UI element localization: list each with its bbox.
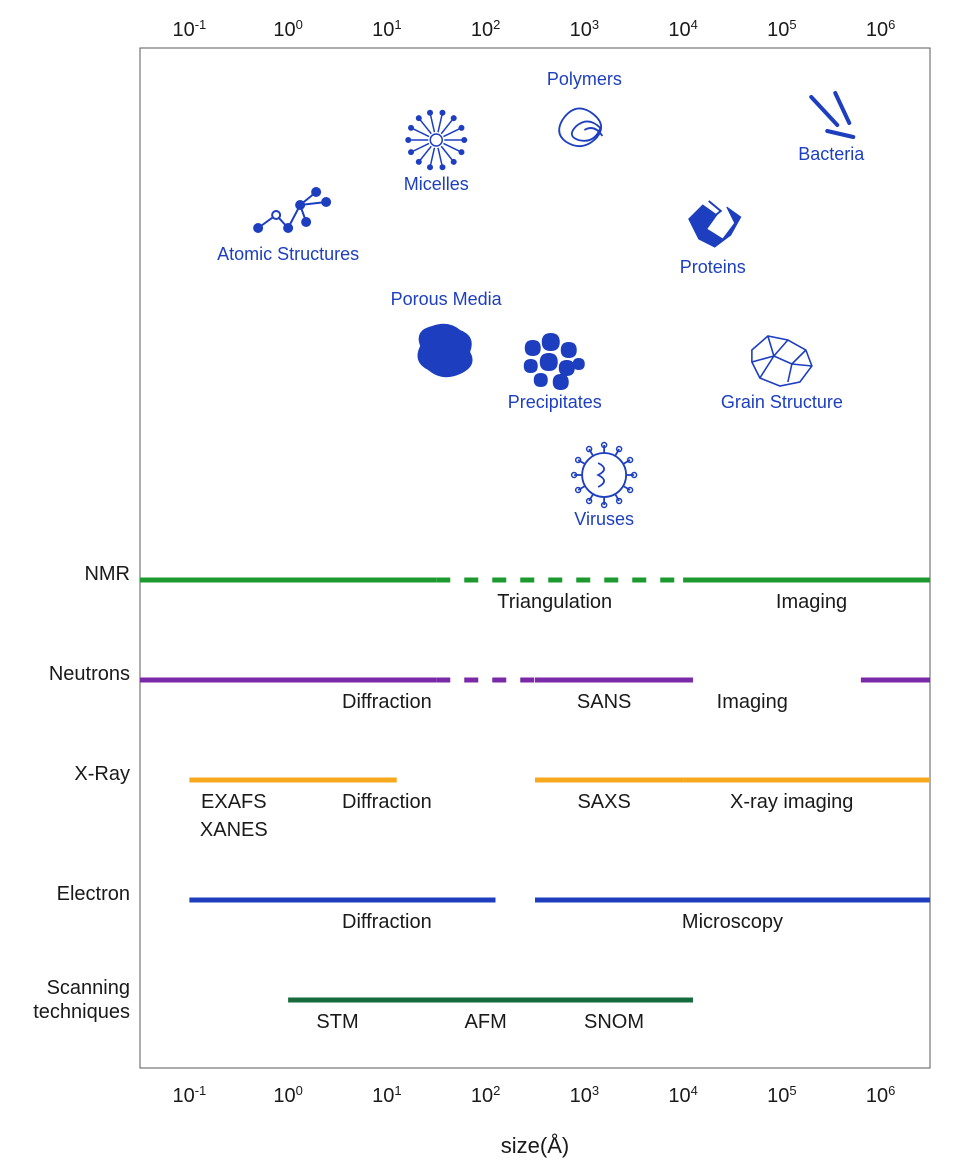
axis-tick-top: 10-1 bbox=[172, 17, 206, 42]
row-neutrons-sublabel: Imaging bbox=[717, 691, 788, 713]
row-electron-sublabel: Microscopy bbox=[682, 911, 783, 933]
axis-tick-top: 102 bbox=[471, 17, 500, 42]
sample-bacteria-icon bbox=[811, 93, 853, 137]
svg-text:106: 106 bbox=[866, 17, 895, 42]
sample-micelles-icon bbox=[405, 110, 467, 171]
row-scanning-sublabel: SNOM bbox=[584, 1011, 644, 1033]
row-label-nmr: NMR bbox=[84, 563, 130, 585]
sample-precip-icon bbox=[524, 333, 585, 390]
row-scanning-sublabel: AFM bbox=[465, 1011, 507, 1033]
axis-tick-bottom: 106 bbox=[866, 1083, 895, 1108]
row-nmr-sublabel: Imaging bbox=[776, 591, 847, 613]
sample-polymers-label: Polymers bbox=[547, 69, 622, 89]
axis-tick-top: 103 bbox=[570, 17, 599, 42]
svg-text:106: 106 bbox=[866, 1083, 895, 1108]
row-label-neutrons: Neutrons bbox=[49, 663, 130, 685]
sample-polymers-icon bbox=[559, 108, 602, 146]
row-xray-sublabel: SAXS bbox=[577, 791, 630, 813]
axis-tick-bottom: 105 bbox=[767, 1083, 796, 1108]
sample-atomic-label: Atomic Structures bbox=[217, 244, 359, 264]
row-scanning-sublabel: STM bbox=[316, 1011, 358, 1033]
axis-tick-top: 104 bbox=[668, 17, 697, 42]
axis-tick-top: 105 bbox=[767, 17, 796, 42]
axis-tick-bottom: 10-1 bbox=[172, 1083, 206, 1108]
svg-text:10-1: 10-1 bbox=[172, 17, 206, 42]
svg-text:104: 104 bbox=[668, 1083, 697, 1108]
row-xray-sublabel: XANES bbox=[200, 819, 268, 841]
svg-text:103: 103 bbox=[570, 1083, 599, 1108]
row-label-xray: X-Ray bbox=[74, 763, 130, 785]
row-xray-sublabel: X-ray imaging bbox=[730, 791, 853, 813]
svg-text:101: 101 bbox=[372, 1083, 401, 1108]
row-label-scanning: Scanningtechniques bbox=[33, 977, 130, 1023]
sample-grain-label: Grain Structure bbox=[721, 392, 843, 412]
axis-tick-bottom: 102 bbox=[471, 1083, 500, 1108]
x-axis-title: size(Å) bbox=[501, 1133, 569, 1158]
svg-text:104: 104 bbox=[668, 17, 697, 42]
svg-text:100: 100 bbox=[273, 1083, 302, 1108]
row-xray-sublabel: EXAFS bbox=[201, 791, 267, 813]
svg-text:105: 105 bbox=[767, 17, 796, 42]
sample-proteins-icon bbox=[689, 201, 741, 247]
sample-viruses-icon bbox=[572, 443, 637, 508]
svg-text:100: 100 bbox=[273, 17, 302, 42]
row-neutrons-sublabel: SANS bbox=[577, 691, 631, 713]
sample-micelles-label: Micelles bbox=[404, 174, 469, 194]
row-neutrons-sublabel: Diffraction bbox=[342, 691, 432, 713]
axis-tick-top: 106 bbox=[866, 17, 895, 42]
row-electron-sublabel: Diffraction bbox=[342, 911, 432, 933]
sample-grain-icon bbox=[752, 336, 812, 386]
svg-text:102: 102 bbox=[471, 1083, 500, 1108]
sample-proteins-label: Proteins bbox=[680, 257, 746, 277]
axis-tick-bottom: 100 bbox=[273, 1083, 302, 1108]
sample-porous-icon bbox=[417, 324, 472, 377]
row-nmr-sublabel: Triangulation bbox=[497, 591, 612, 613]
svg-text:101: 101 bbox=[372, 17, 401, 42]
axis-tick-bottom: 103 bbox=[570, 1083, 599, 1108]
sample-atomic-icon bbox=[254, 188, 330, 232]
axis-tick-top: 100 bbox=[273, 17, 302, 42]
sample-viruses-label: Viruses bbox=[574, 509, 634, 529]
sample-porous-label: Porous Media bbox=[391, 289, 503, 309]
axis-tick-bottom: 104 bbox=[668, 1083, 697, 1108]
axis-tick-bottom: 101 bbox=[372, 1083, 401, 1108]
row-label-electron: Electron bbox=[57, 883, 130, 905]
svg-text:10-1: 10-1 bbox=[172, 1083, 206, 1108]
axis-tick-top: 101 bbox=[372, 17, 401, 42]
row-xray-sublabel: Diffraction bbox=[342, 791, 432, 813]
sample-bacteria-label: Bacteria bbox=[798, 144, 865, 164]
svg-text:105: 105 bbox=[767, 1083, 796, 1108]
svg-text:103: 103 bbox=[570, 17, 599, 42]
sample-precip-label: Precipitates bbox=[508, 392, 602, 412]
svg-text:102: 102 bbox=[471, 17, 500, 42]
